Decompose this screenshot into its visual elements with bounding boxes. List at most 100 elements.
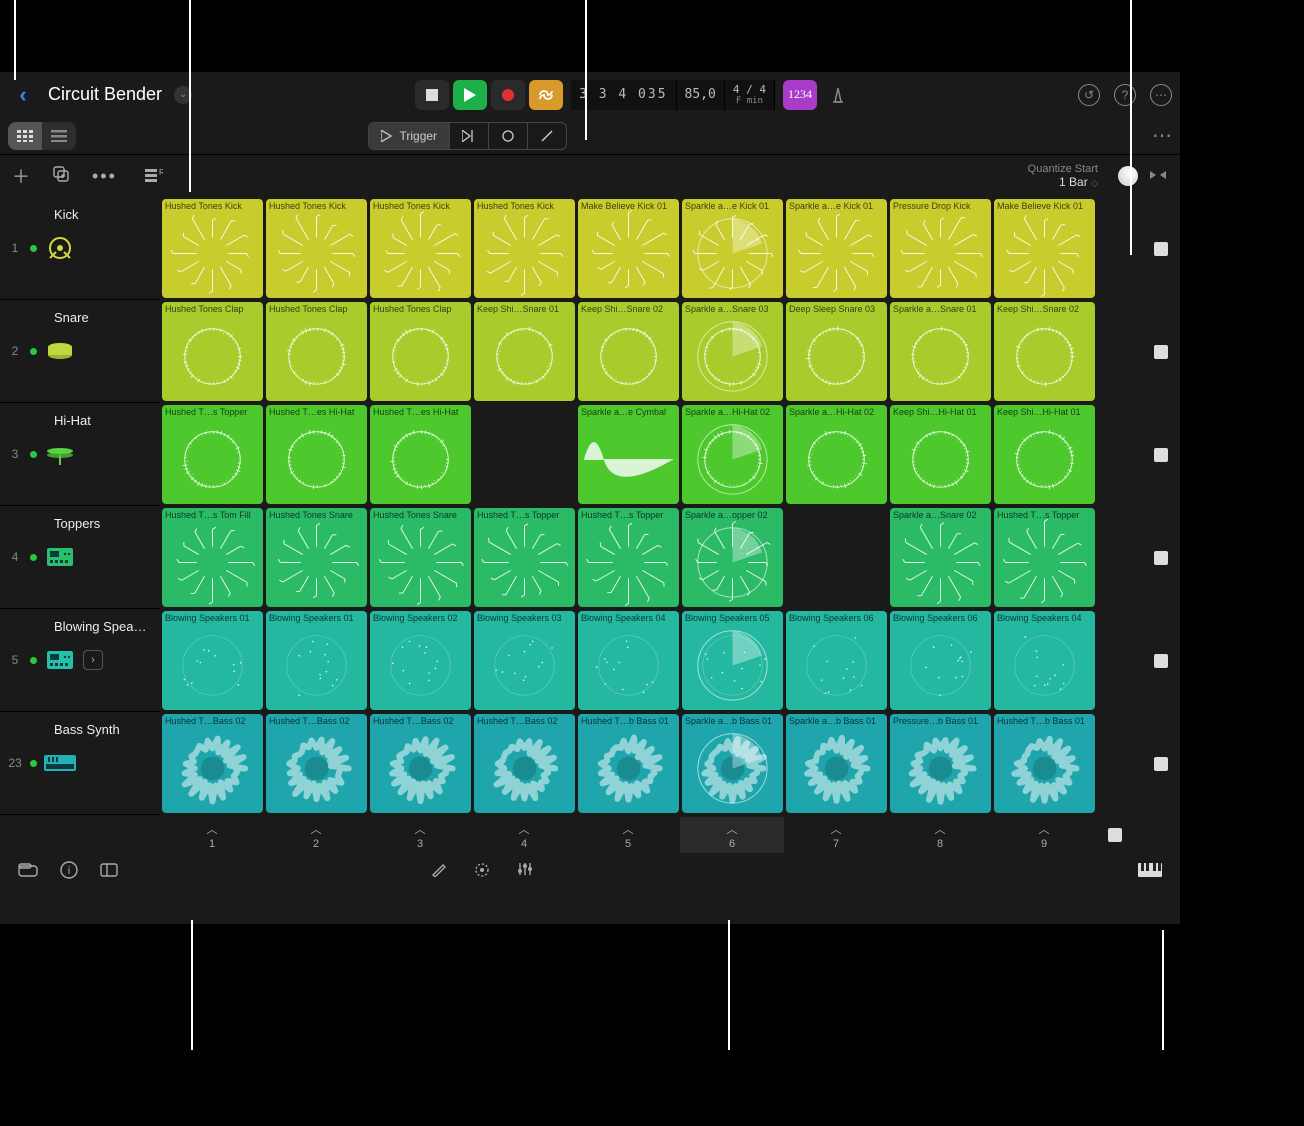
track-header[interactable]: 2 Snare [0, 300, 160, 403]
clip-cell[interactable]: Deep Sleep Snare 03 [786, 302, 887, 401]
output-split-icon[interactable] [1148, 167, 1168, 186]
clip-cell[interactable]: Sparkle a…Hi-Hat 02 [786, 405, 887, 504]
smart-controls-icon[interactable] [473, 861, 491, 884]
clip-cell[interactable]: Hushed Tones Clap [162, 302, 263, 401]
clip-cell[interactable]: Hushed Tones Kick [474, 199, 575, 298]
clip-cell[interactable]: Pressure Drop Kick [890, 199, 991, 298]
clip-cell[interactable]: Blowing Speakers 04 [578, 611, 679, 710]
clip-cell[interactable]: Hushed Tones Clap [266, 302, 367, 401]
clip-cell[interactable]: Hushed T…s Topper [474, 508, 575, 607]
stop-button[interactable] [415, 80, 449, 110]
clip-cell[interactable]: Hushed Tones Snare [266, 508, 367, 607]
clip-cell[interactable]: Pressure…b Bass 01 [890, 714, 991, 813]
undo-button[interactable]: ↺ [1078, 84, 1100, 106]
clip-cell[interactable]: Hushed T…b Bass 01 [994, 714, 1095, 813]
row-stop-button[interactable] [1154, 345, 1168, 359]
scene-trigger[interactable]: ︿1 [160, 817, 264, 853]
clip-cell[interactable] [474, 405, 575, 504]
clip-cell[interactable]: Blowing Speakers 02 [370, 611, 471, 710]
clip-cell[interactable]: Hushed T…Bass 02 [474, 714, 575, 813]
clip-cell[interactable]: Blowing Speakers 01 [162, 611, 263, 710]
track-header[interactable]: 4 Toppers [0, 506, 160, 609]
scene-trigger[interactable]: ︿9 [992, 817, 1096, 853]
edit-icon[interactable] [431, 861, 447, 884]
clip-cell[interactable]: Blowing Speakers 03 [474, 611, 575, 710]
clip-cell[interactable]: Keep Shi…Hi-Hat 01 [890, 405, 991, 504]
clip-cell[interactable]: Sparkle a…Snare 01 [890, 302, 991, 401]
scene-trigger[interactable]: ︿7 [784, 817, 888, 853]
clip-cell[interactable]: Hushed Tones Kick [266, 199, 367, 298]
clip-cell[interactable]: Hushed Tones Clap [370, 302, 471, 401]
track-name[interactable]: Snare [54, 310, 89, 325]
clip-cell[interactable]: Blowing Speakers 01 [266, 611, 367, 710]
lcd-signature[interactable]: 4 / 4 F min [725, 80, 775, 110]
lcd-display[interactable]: 3 3 4 035 85,0 4 / 4 F min [571, 80, 775, 110]
track-enable-dot[interactable] [30, 451, 37, 458]
panel-icon[interactable] [100, 863, 118, 882]
scene-trigger[interactable]: ︿3 [368, 817, 472, 853]
clip-cell[interactable]: Hushed T…b Bass 01 [578, 714, 679, 813]
expand-track-button[interactable]: › [83, 650, 103, 670]
clip-cell[interactable]: Hushed T…s Topper [162, 405, 263, 504]
clip-cell[interactable]: Sparkle a…b Bass 01 [786, 714, 887, 813]
more-menu-button[interactable]: ⋯ [1150, 84, 1172, 106]
clip-cell[interactable]: Hushed T…s Topper [994, 508, 1095, 607]
record-button[interactable] [491, 80, 525, 110]
instrument-icon[interactable] [43, 751, 77, 775]
track-enable-dot[interactable] [30, 245, 37, 252]
recording-options-icon[interactable]: R [145, 168, 163, 185]
clip-cell[interactable]: Hushed T…es Hi-Hat [370, 405, 471, 504]
clip-cell[interactable]: Sparkle a…e Cymbal [578, 405, 679, 504]
clip-cell[interactable] [786, 508, 887, 607]
track-header[interactable]: 1 Kick [0, 197, 160, 300]
clip-cell[interactable]: Blowing Speakers 04 [994, 611, 1095, 710]
clip-cell[interactable]: Make Believe Kick 01 [578, 199, 679, 298]
track-name[interactable]: Bass Synth [54, 722, 120, 737]
row-stop-button[interactable] [1154, 654, 1168, 668]
count-in-button[interactable]: 1234 [783, 80, 817, 110]
clip-cell[interactable]: Make Believe Kick 01 [994, 199, 1095, 298]
gate-mode-button[interactable] [489, 123, 528, 149]
track-more-button[interactable]: ••• [92, 166, 117, 187]
clip-cell[interactable]: Hushed T…Bass 02 [266, 714, 367, 813]
track-name[interactable]: Toppers [54, 516, 100, 531]
scene-trigger[interactable]: ︿6 [680, 817, 784, 853]
scene-trigger[interactable]: ︿2 [264, 817, 368, 853]
track-name[interactable]: Blowing Spea… [54, 619, 147, 634]
play-button[interactable] [453, 80, 487, 110]
clip-cell[interactable]: Keep Shi…Snare 02 [578, 302, 679, 401]
browser-icon[interactable] [18, 863, 38, 882]
clip-cell[interactable]: Blowing Speakers 06 [890, 611, 991, 710]
clip-cell[interactable]: Sparkle a…Hi-Hat 02 [682, 405, 783, 504]
toggle-mode-button[interactable] [528, 123, 566, 149]
clip-cell[interactable]: Hushed T…s Topper [578, 508, 679, 607]
clip-cell[interactable]: Sparkle a…Snare 03 [682, 302, 783, 401]
track-enable-dot[interactable] [30, 657, 37, 664]
track-enable-dot[interactable] [30, 348, 37, 355]
row-stop-button[interactable] [1154, 757, 1168, 771]
retrigger-mode-button[interactable] [450, 123, 489, 149]
track-header[interactable]: 3 Hi-Hat [0, 403, 160, 506]
track-name[interactable]: Hi-Hat [54, 413, 91, 428]
clip-cell[interactable]: Hushed Tones Snare [370, 508, 471, 607]
trigger-mode-button[interactable]: Trigger [369, 123, 450, 149]
clip-cell[interactable]: Sparkle a…e Kick 01 [786, 199, 887, 298]
instrument-icon[interactable] [43, 648, 77, 672]
track-enable-dot[interactable] [30, 760, 37, 767]
secondbar-more-button[interactable]: ⋯ [1152, 123, 1172, 148]
clip-cell[interactable]: Blowing Speakers 06 [786, 611, 887, 710]
clip-cell[interactable]: Hushed Tones Kick [370, 199, 471, 298]
duplicate-button[interactable] [52, 165, 70, 188]
clip-cell[interactable]: Hushed T…es Hi-Hat [266, 405, 367, 504]
clip-cell[interactable]: Keep Shi…Hi-Hat 01 [994, 405, 1095, 504]
row-stop-button[interactable] [1154, 448, 1168, 462]
instrument-icon[interactable] [43, 236, 77, 260]
project-title[interactable]: Circuit Bender [48, 84, 162, 105]
clip-cell[interactable]: Keep Shi…Snare 01 [474, 302, 575, 401]
scene-trigger[interactable]: ︿5 [576, 817, 680, 853]
instrument-icon[interactable] [43, 442, 77, 466]
grid-view-button[interactable] [8, 122, 42, 150]
instrument-icon[interactable] [43, 339, 77, 363]
clip-cell[interactable]: Sparkle a…opper 02 [682, 508, 783, 607]
clip-cell[interactable]: Hushed T…Bass 02 [370, 714, 471, 813]
